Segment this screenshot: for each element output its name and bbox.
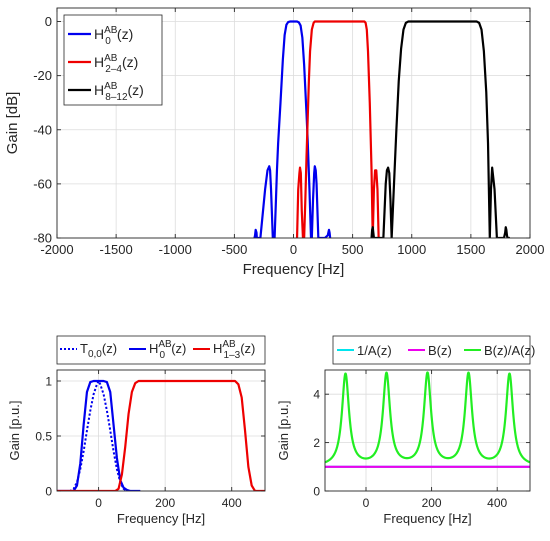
legend-label-1: HAB 0 (z) (94, 25, 133, 47)
series-line-3 (325, 371, 530, 464)
plot-area (57, 370, 265, 491)
legend-box (332, 335, 531, 365)
y-tick-label-1: 2 (313, 436, 320, 450)
y-axis-label: Gain [p.u.] (7, 401, 22, 461)
x-tick-label-0: 0 (95, 496, 102, 510)
legend-label-1: T0,0(z) (80, 341, 117, 360)
x-tick-label-1: 200 (422, 496, 442, 510)
x-tick-label-2: -1000 (159, 242, 192, 257)
tick-marks (56, 8, 531, 239)
series-line-3 (370, 20, 510, 238)
chart-main: -2000 -1500 -1000 -500 0 500 1000 1500 2000 0 -20 -… (4, 7, 545, 278)
axes-box (56, 369, 266, 492)
y-tick-label-3: -60 (33, 176, 52, 191)
x-tick-label-3: -500 (221, 242, 247, 257)
tick-marks (325, 370, 530, 492)
legend: HAB 0 (z) HAB 2–4(z) HAB 8–12(z) (63, 14, 163, 106)
legend-label-3: HAB 1–3(z) (213, 339, 255, 361)
tick-marks (57, 370, 265, 492)
y-tick-label-2: 0 (45, 485, 52, 499)
series-lines (253, 20, 510, 238)
plot-area (325, 370, 530, 491)
y-axis-label: Gain [dB] (4, 92, 21, 155)
series-lines (325, 371, 530, 468)
legend-box (56, 335, 266, 365)
series-line-1 (253, 20, 332, 238)
x-tick-label-1: -1500 (100, 242, 133, 257)
x-tick-label-2: 400 (487, 496, 507, 510)
legend: 1/A(z) B(z) B(z)/A(z) (332, 335, 535, 365)
y-tick-label-2: -40 (33, 122, 52, 137)
series-line-2 (57, 379, 141, 491)
x-tick-label-0: 0 (363, 496, 370, 510)
x-tick-label-8: 2000 (516, 242, 545, 257)
legend-label-3: B(z)/A(z) (484, 343, 535, 358)
y-axis-label: Gain [p.u.] (276, 401, 291, 461)
y-tick-label-4: -80 (33, 231, 52, 246)
series-line-3 (57, 379, 265, 491)
x-axis-label: Frequency [Hz] (383, 511, 471, 526)
y-tick-label-0: 0 (45, 14, 52, 29)
y-tick-label-1: -20 (33, 68, 52, 83)
x-tick-label-7: 1500 (456, 242, 485, 257)
x-tick-label-0: -2000 (40, 242, 73, 257)
x-tick-label-2: 400 (222, 496, 242, 510)
legend-label-3: HAB 8–12(z) (94, 81, 144, 103)
y-tick-label-0: 4 (313, 388, 320, 402)
y-tick-label-0: 1 (45, 375, 52, 389)
x-tick-label-5: 500 (342, 242, 364, 257)
legend-label-2: B(z) (428, 343, 452, 358)
x-tick-label-4: 0 (290, 242, 297, 257)
legend: T0,0(z) HAB 0 (z) HAB 1–3(z) (56, 335, 266, 365)
chart-left: 0 200 400 1 0.5 0 Frequency [Hz] Gain [p.u.] T0,… (7, 335, 266, 526)
legend-label-1: 1/A(z) (357, 343, 392, 358)
y-tick-label-1: 0.5 (35, 430, 52, 444)
axes-box (324, 369, 531, 492)
y-tick-label-2: 0 (313, 485, 320, 499)
x-axis-label: Frequency [Hz] (117, 511, 205, 526)
x-axis-label: Frequency [Hz] (243, 261, 345, 278)
chart-right: 0 200 400 4 2 0 Frequency [Hz] Gain [p.u.] 1/A(z… (276, 335, 535, 526)
x-tick-label-6: 1000 (397, 242, 426, 257)
legend-label-2: HAB 0 (z) (149, 339, 186, 361)
x-tick-label-1: 200 (155, 496, 175, 510)
legend-label-2: HAB 2–4(z) (94, 53, 138, 75)
series-lines (57, 379, 265, 491)
